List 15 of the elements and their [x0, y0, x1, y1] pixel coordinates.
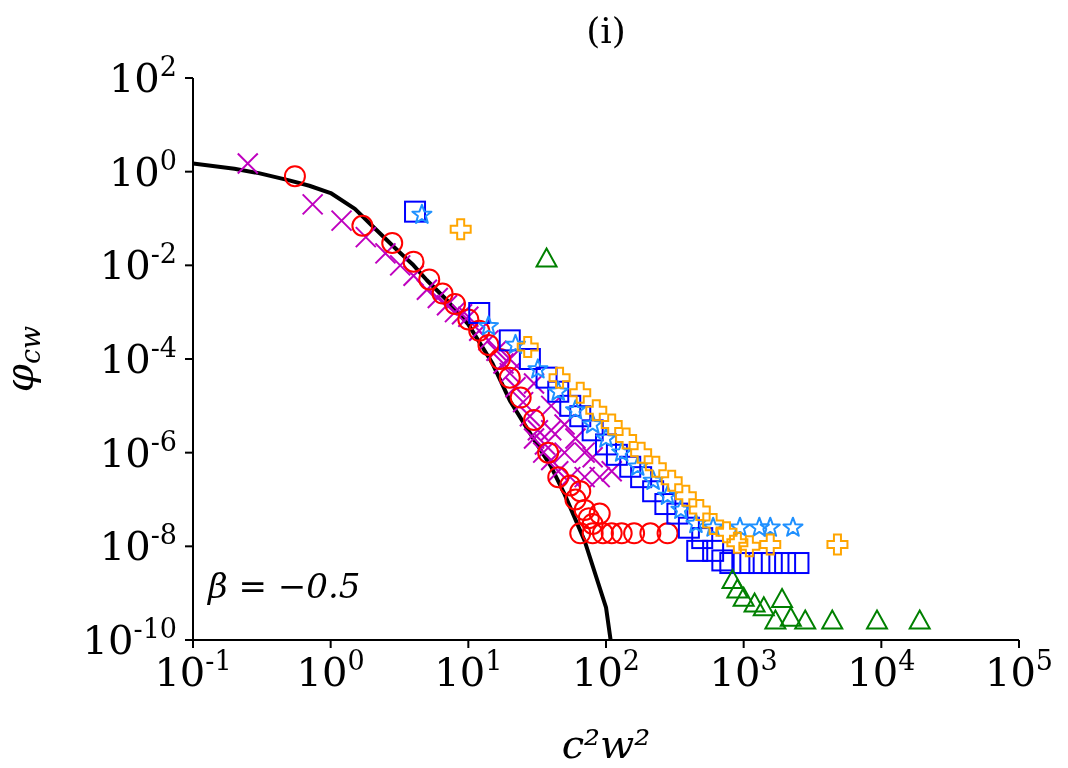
y-tick-label: 10$^{0}$ [108, 144, 177, 195]
y-tick-label: 10$^{-8}$ [99, 519, 177, 570]
y-tick-label: 10$^{-2}$ [99, 238, 177, 289]
x-tick-label: 10$^{1}$ [434, 644, 503, 695]
x-tick-label: 10$^{0}$ [296, 644, 365, 695]
chart-title: (i) [585, 10, 627, 51]
y-tick-label: 10$^{2}$ [108, 50, 177, 101]
y-tick-label: 10$^{-6}$ [99, 425, 177, 476]
x-tick-label: 10$^{2}$ [571, 644, 641, 695]
x-tick-label: 10$^{4}$ [847, 644, 916, 695]
annotation: β = −0.5 [208, 566, 361, 606]
x-tick-label: 10$^{5}$ [984, 644, 1054, 695]
x-axis-title: c²w² [561, 721, 651, 767]
x-tick-label: 10$^{3}$ [709, 644, 778, 695]
y-tick-label: 10$^{-4}$ [99, 331, 177, 382]
